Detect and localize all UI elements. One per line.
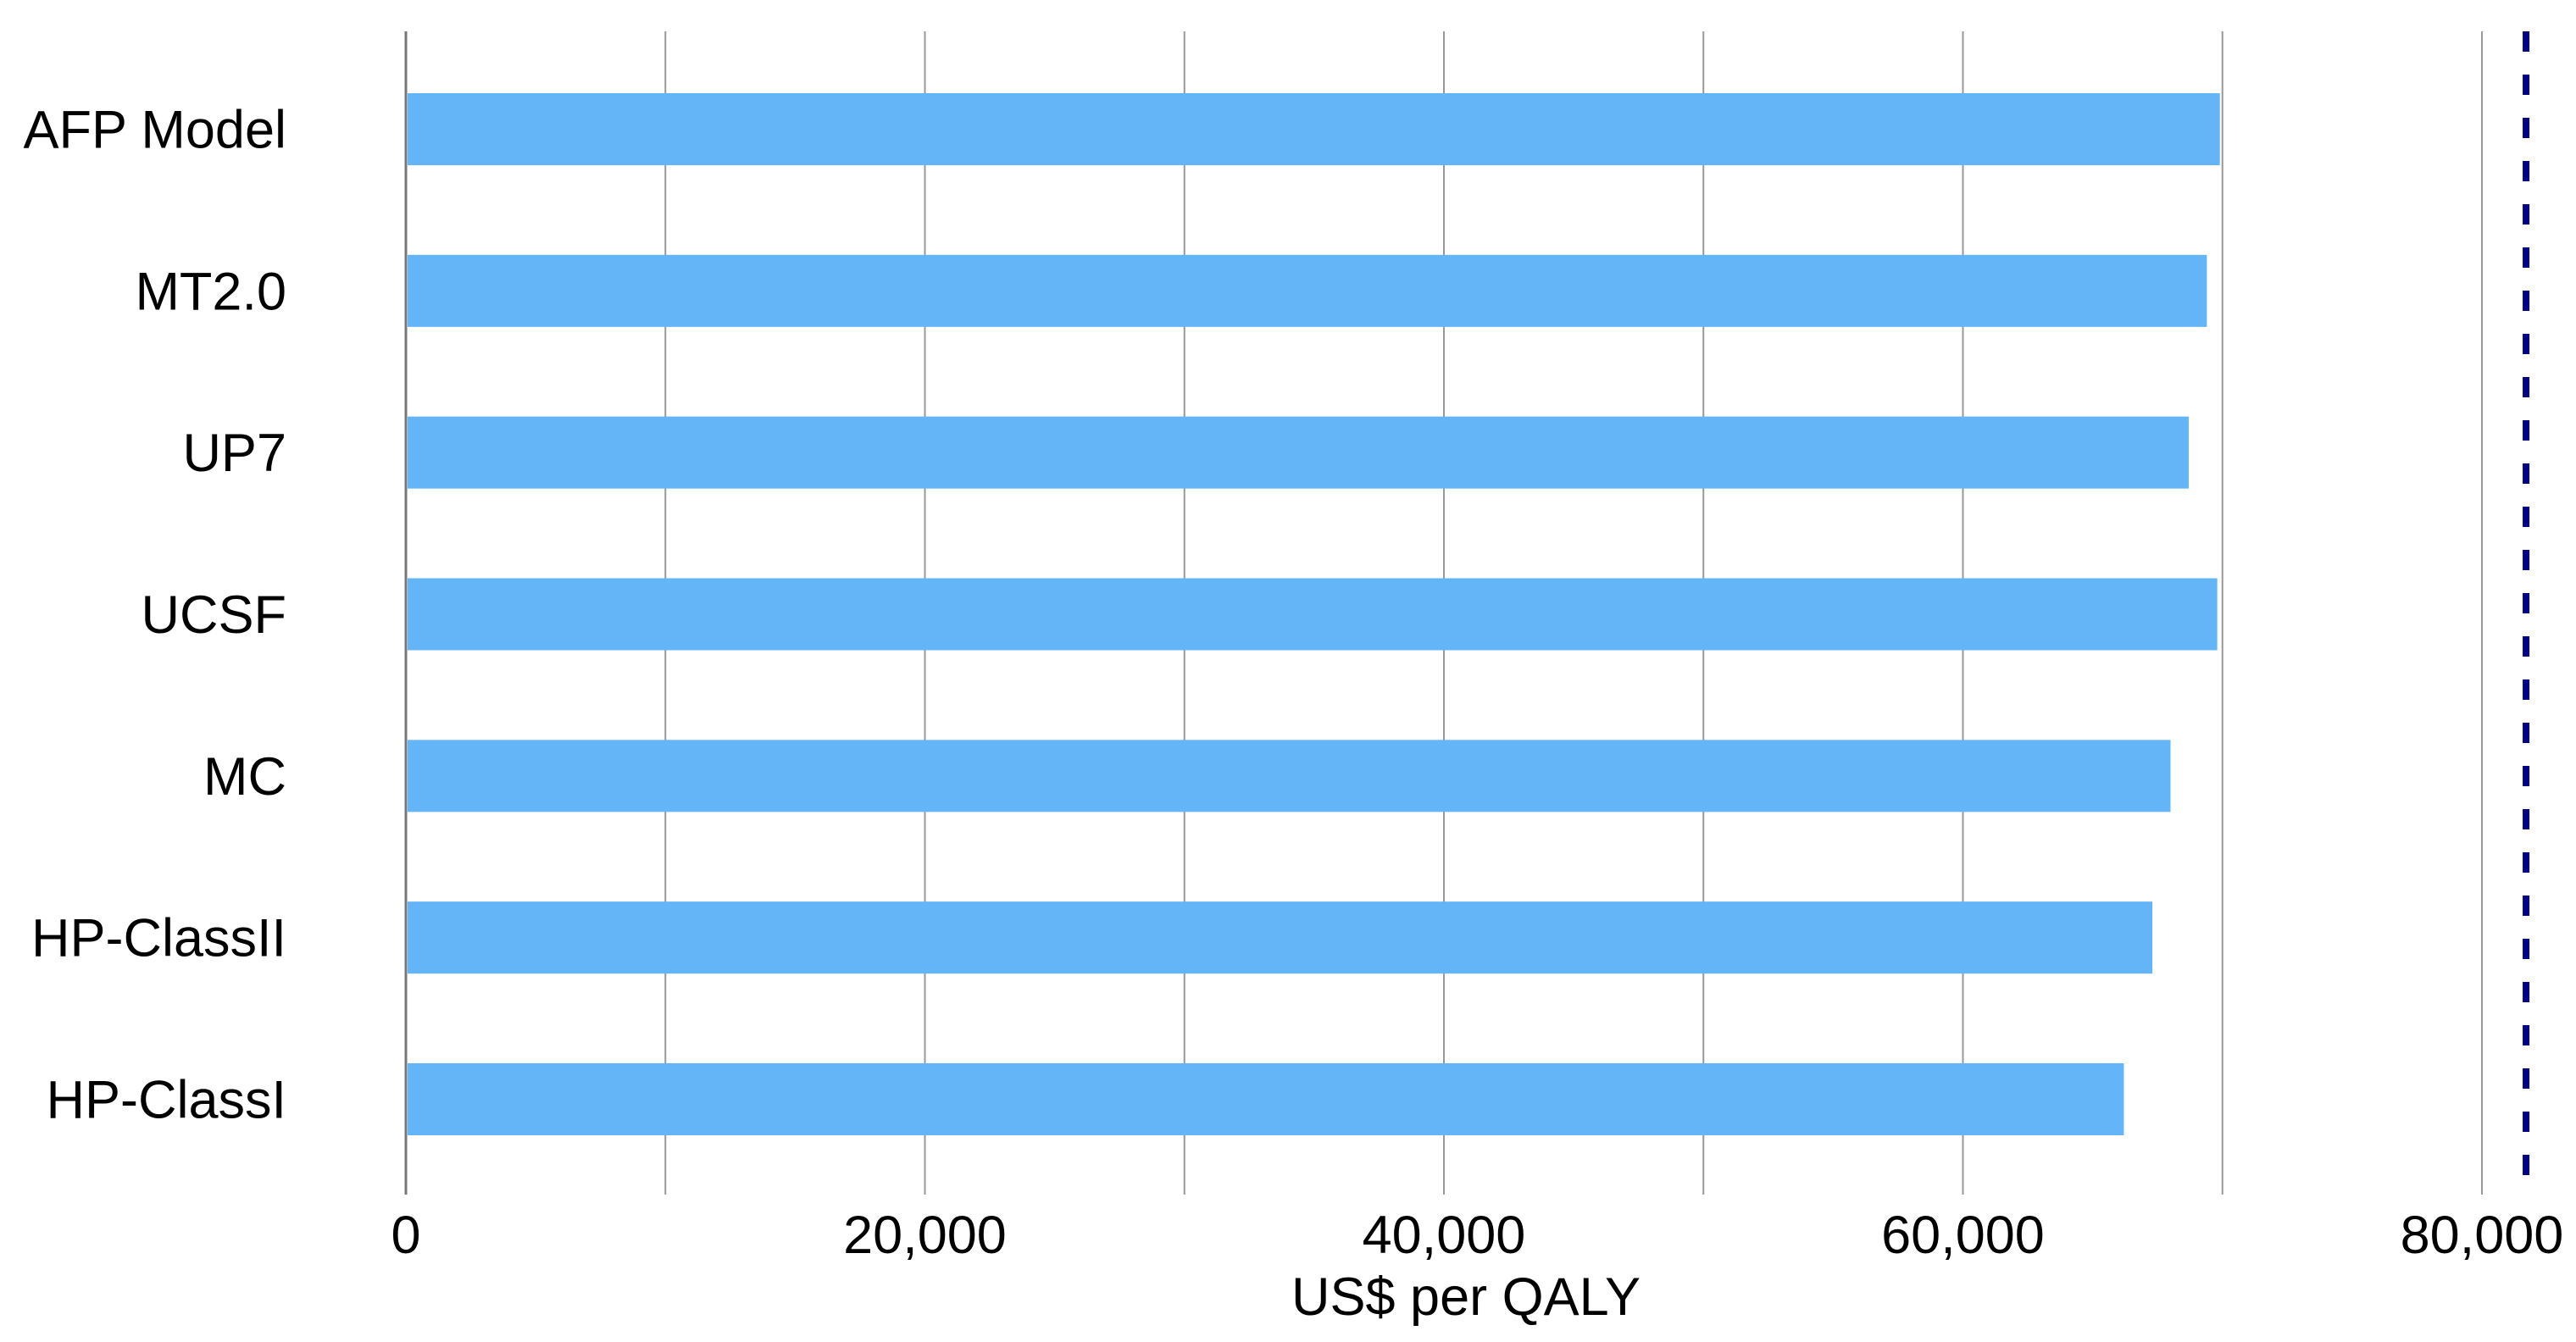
category-label-mc: MC: [203, 747, 286, 807]
tick-label-80000: 80,000: [2401, 1206, 2564, 1265]
bar-afp-model: [408, 93, 2220, 165]
x-axis-title: US$ per QALY: [1291, 1267, 1641, 1327]
category-label-up7: UP7: [182, 424, 286, 483]
bar-mc: [408, 740, 2171, 812]
category-label-afp-model: AFP Model: [24, 101, 286, 160]
bar-ucsf: [408, 578, 2218, 651]
tick-label-60000: 60,000: [1881, 1206, 2045, 1265]
category-label-mt2-0: MT2.0: [135, 262, 286, 321]
bar-up7: [408, 416, 2189, 489]
tick-label-0: 0: [391, 1206, 420, 1265]
bar-hp-classi: [408, 1062, 2124, 1135]
bar-mt2-0: [408, 254, 2207, 327]
category-label-ucsf: UCSF: [142, 585, 287, 645]
category-label-hp-classi: HP-ClassI: [46, 1071, 286, 1130]
tick-label-40000: 40,000: [1363, 1206, 1526, 1265]
bar-hp-classii: [408, 901, 2153, 974]
category-label-hp-classii: HP-ClassII: [31, 909, 286, 968]
tick-label-20000: 20,000: [843, 1206, 1007, 1265]
